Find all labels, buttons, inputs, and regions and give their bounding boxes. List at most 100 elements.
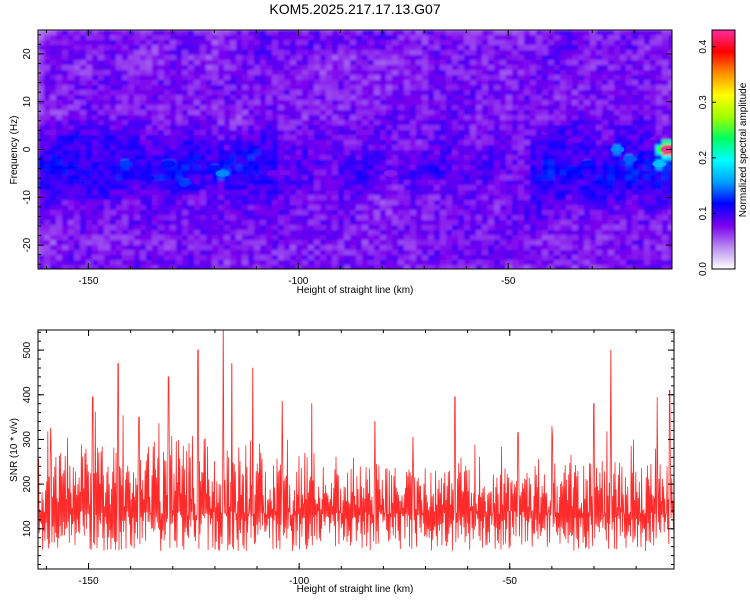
heatmap-cell (536, 200, 543, 206)
heatmap-cell (500, 230, 507, 236)
heatmap-cell (320, 145, 327, 151)
heatmap-cell (242, 125, 249, 131)
heatmap-cell (494, 95, 501, 101)
heatmap-cell (164, 50, 171, 56)
heatmap-cell (506, 155, 513, 161)
heatmap-cell (560, 180, 567, 186)
heatmap-cell (308, 115, 315, 121)
heatmap-cell (302, 255, 309, 261)
heatmap-cell (626, 190, 633, 196)
heatmap-cell (224, 205, 231, 211)
heatmap-cell (524, 150, 531, 156)
heatmap-cell (68, 75, 75, 81)
heatmap-cell (398, 235, 405, 241)
heatmap-cell (632, 235, 639, 241)
heatmap-cell (608, 80, 615, 86)
heatmap-cell (110, 250, 117, 256)
heatmap-cell (272, 70, 279, 76)
heatmap-cell (320, 135, 327, 141)
heatmap-cell (266, 235, 273, 241)
heatmap-cell (332, 85, 339, 91)
heatmap-cell (140, 50, 147, 56)
heatmap-cell (554, 60, 561, 66)
heatmap-cell (308, 150, 315, 156)
heatmap-cell (104, 90, 111, 96)
heatmap-cell (248, 260, 255, 266)
heatmap-cell (38, 235, 45, 241)
heatmap-cell (482, 160, 489, 166)
heatmap-cell (302, 115, 309, 121)
heatmap-cell (182, 95, 189, 101)
heatmap-cell (260, 145, 267, 151)
heatmap-cell (638, 105, 645, 111)
heatmap-cell (662, 105, 669, 111)
heatmap-cell (50, 40, 57, 46)
heatmap-cell (212, 40, 219, 46)
heatmap-cell (266, 255, 273, 261)
heatmap-cell (602, 190, 609, 196)
heatmap-cell (392, 240, 399, 246)
heatmap-cell (578, 245, 585, 251)
heatmap-cell (650, 80, 657, 86)
heatmap-cell (662, 205, 669, 211)
heatmap-cell (632, 45, 639, 51)
heatmap-cell (236, 70, 243, 76)
heatmap-cell (626, 135, 633, 141)
heatmap-cell (584, 40, 591, 46)
heatmap-cell (302, 160, 309, 166)
heatmap-cell (518, 90, 525, 96)
heatmap-cell (176, 85, 183, 91)
heatmap-cell (644, 245, 651, 251)
heatmap-cell (308, 80, 315, 86)
heatmap-cell (602, 60, 609, 66)
heatmap-cell (236, 125, 243, 131)
heatmap-cell (230, 230, 237, 236)
heatmap-cell (350, 35, 357, 41)
heatmap-cell (188, 235, 195, 241)
heatmap-cell (470, 115, 477, 121)
heatmap-cell (554, 90, 561, 96)
heatmap-cell (656, 80, 663, 86)
heatmap-cell (422, 155, 429, 161)
heatmap-cell (302, 175, 309, 181)
heatmap-cell (482, 105, 489, 111)
heatmap-cell (578, 85, 585, 91)
heatmap-cell (278, 180, 285, 186)
heatmap-cell (62, 185, 69, 191)
heatmap-cell (530, 245, 537, 251)
heatmap-cell (116, 250, 123, 256)
heatmap-cell (236, 240, 243, 246)
heatmap-cell (620, 170, 627, 176)
heatmap-cell (164, 75, 171, 81)
heatmap-cell (134, 140, 141, 146)
heatmap-cell (152, 30, 159, 36)
heatmap-cell (482, 250, 489, 256)
heatmap-cell (554, 75, 561, 81)
heatmap-cell (236, 205, 243, 211)
heatmap-cell (386, 80, 393, 86)
heatmap-cell (464, 210, 471, 216)
heatmap-cell (410, 105, 417, 111)
heatmap-cell (68, 150, 75, 156)
heatmap-cell (50, 50, 57, 56)
heatmap-cell (620, 240, 627, 246)
heatmap-cell (356, 235, 363, 241)
heatmap-cell (632, 50, 639, 56)
heatmap-cell (518, 195, 525, 201)
heatmap-cell (206, 105, 213, 111)
heatmap-cell (638, 125, 645, 131)
heatmap-cell (656, 40, 663, 46)
heatmap-cell (350, 155, 357, 161)
heatmap-cell (596, 160, 603, 166)
heatmap-cell (248, 160, 255, 166)
heatmap-cell (464, 125, 471, 131)
heatmap-cell (80, 75, 87, 81)
heatmap-cell (212, 235, 219, 241)
heatmap-cell (626, 150, 633, 156)
heatmap-cell (386, 165, 393, 171)
heatmap-cell (464, 240, 471, 246)
heatmap-cell (476, 205, 483, 211)
heatmap-cell (284, 70, 291, 76)
heatmap-cell (368, 40, 375, 46)
heatmap-cell (656, 205, 663, 211)
